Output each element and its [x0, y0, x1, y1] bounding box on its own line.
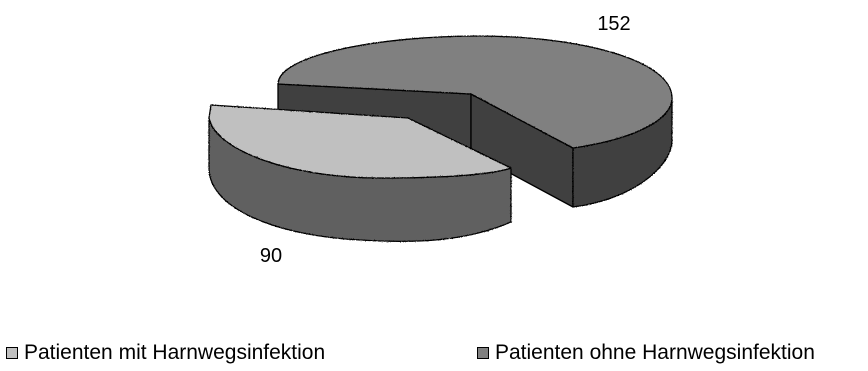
slice-mit-top [208, 104, 512, 179]
legend-item-mit-harnwegsinfektion: Patienten mit Harnwegsinfektion [6, 342, 325, 364]
slice-mit-harnwegsinfektion [208, 104, 512, 243]
legend-item-ohne-harnwegsinfektion: Patienten ohne Harnwegsinfektion [477, 342, 815, 364]
slice-ohne-top [277, 35, 673, 149]
legend-label-mit: Patienten mit Harnwegsinfektion [24, 341, 326, 364]
legend-label-ohne: Patienten ohne Harnwegsinfektion [495, 341, 815, 364]
legend-swatch-ohne [477, 347, 489, 359]
data-label-ohne: 152 [597, 13, 630, 35]
pie-chart: 152 90 [208, 13, 673, 267]
data-label-mit: 90 [260, 245, 282, 267]
legend-swatch-mit [6, 347, 18, 359]
